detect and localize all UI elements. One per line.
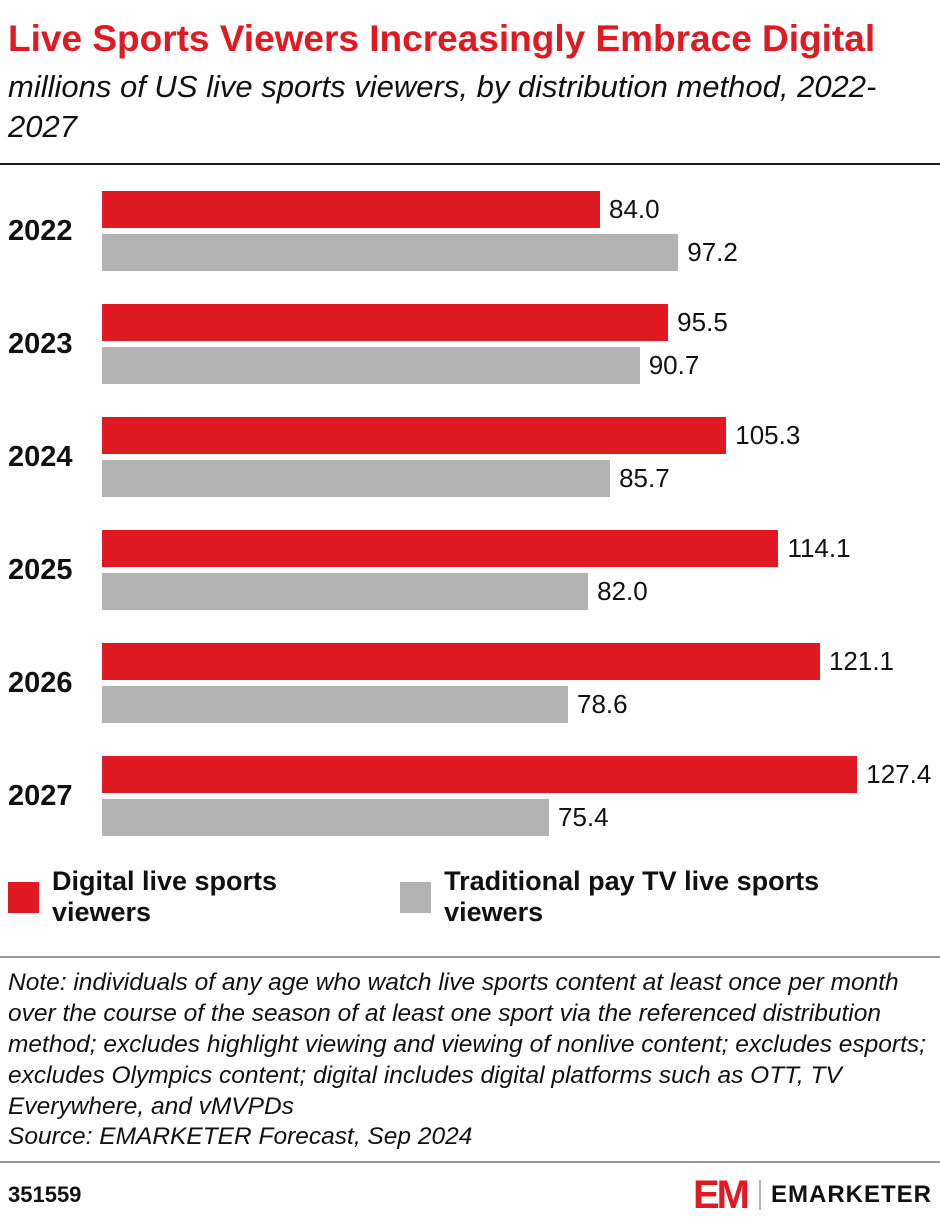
chart-id: 351559: [8, 1182, 82, 1208]
bar-pair: 95.5 90.7: [102, 304, 932, 385]
chart-title: Live Sports Viewers Increasingly Embrace…: [8, 18, 876, 59]
digital-bar: [102, 643, 820, 681]
value-label: 90.7: [648, 350, 700, 381]
bar-row: 85.7: [102, 460, 932, 498]
logo-divider: [758, 1180, 761, 1211]
digital-bar: [102, 530, 779, 568]
digital-bar: [102, 756, 858, 794]
value-label: 127.4: [866, 759, 932, 790]
legend-item-pay-tv: Traditional pay TV live sports viewers: [400, 866, 890, 928]
year-label: 2023: [8, 327, 73, 360]
value-label: 84.0: [609, 194, 660, 225]
value-label: 78.6: [576, 689, 628, 720]
bar-row: 97.2: [102, 234, 932, 272]
pay-tv-bar: [102, 573, 589, 611]
bar-row: 82.0: [102, 573, 932, 611]
year-group: 2023 95.5 90.7: [8, 304, 932, 385]
footer: 351559 EM EMARKETER: [0, 1163, 940, 1215]
year-group: 2027 127.4 75.4: [8, 756, 932, 837]
value-label: 121.1: [828, 646, 895, 677]
chart-subtitle: millions of US live sports viewers, by d…: [8, 68, 877, 144]
bar-pair: 114.1 82.0: [102, 530, 932, 611]
bar-row: 121.1: [102, 643, 932, 681]
bar-pair: 127.4 75.4: [102, 756, 932, 837]
year-group: 2024 105.3 85.7: [8, 417, 932, 498]
digital-bar: [102, 191, 600, 229]
value-label: 97.2: [687, 237, 738, 268]
bar-pair: 121.1 78.6: [102, 643, 932, 724]
year-label: 2026: [8, 666, 73, 699]
pay-tv-legend-swatch: [400, 881, 432, 913]
pay-tv-bar: [102, 347, 640, 385]
pay-tv-bar: [102, 460, 611, 498]
year-group: 2022 84.0 97.2: [8, 191, 932, 272]
bar-row: 75.4: [102, 799, 932, 837]
digital-bar: [102, 304, 669, 342]
bar-pair: 105.3 85.7: [102, 417, 932, 498]
value-label: 105.3: [735, 420, 801, 451]
year-label: 2022: [8, 214, 73, 247]
bar-row: 95.5: [102, 304, 932, 342]
emarketer-logo: EM EMARKETER: [693, 1175, 932, 1215]
bar-chart: 2022 84.0 97.2 2023 95.5 90.7 2024 105.3 85.7 202…: [0, 165, 940, 837]
bar-row: 105.3: [102, 417, 932, 455]
value-label: 85.7: [619, 463, 670, 494]
year-label: 2025: [8, 553, 73, 586]
pay-tv-bar: [102, 234, 679, 272]
notes-divider: [0, 956, 940, 959]
value-label: 114.1: [787, 533, 851, 564]
header-divider: [0, 163, 940, 166]
brand-name: EMARKETER: [770, 1181, 932, 1209]
note-text: Note: individuals of any age who watch l…: [8, 969, 926, 1120]
chart-page: Live Sports Viewers Increasingly Embrace…: [0, 18, 940, 1215]
bar-row: 78.6: [102, 686, 932, 724]
year-label: 2027: [8, 779, 73, 812]
pay-tv-legend-label: Traditional pay TV live sports viewers: [444, 866, 820, 928]
digital-bar: [102, 417, 727, 455]
bar-row: 84.0: [102, 191, 932, 229]
bar-row: 127.4: [102, 756, 932, 794]
year-group: 2025 114.1 82.0: [8, 530, 932, 611]
footnote-block: Note: individuals of any age who watch l…: [0, 958, 940, 1161]
bar-row: 114.1: [102, 530, 932, 568]
value-label: 75.4: [558, 802, 609, 833]
digital-legend-label: Digital live sports viewers: [52, 866, 278, 928]
legend-item-digital: Digital live sports viewers: [8, 866, 358, 928]
value-label: 82.0: [597, 576, 648, 607]
pay-tv-bar: [102, 799, 549, 837]
year-group: 2026 121.1 78.6: [8, 643, 932, 724]
digital-legend-swatch: [8, 881, 39, 913]
em-logo-icon: EM: [692, 1173, 750, 1217]
bar-row: 90.7: [102, 347, 932, 385]
bar-pair: 84.0 97.2: [102, 191, 932, 272]
legend: Digital live sports viewers Traditional …: [0, 836, 940, 928]
value-label: 95.5: [677, 307, 728, 338]
pay-tv-bar: [102, 686, 568, 724]
year-label: 2024: [8, 440, 73, 473]
